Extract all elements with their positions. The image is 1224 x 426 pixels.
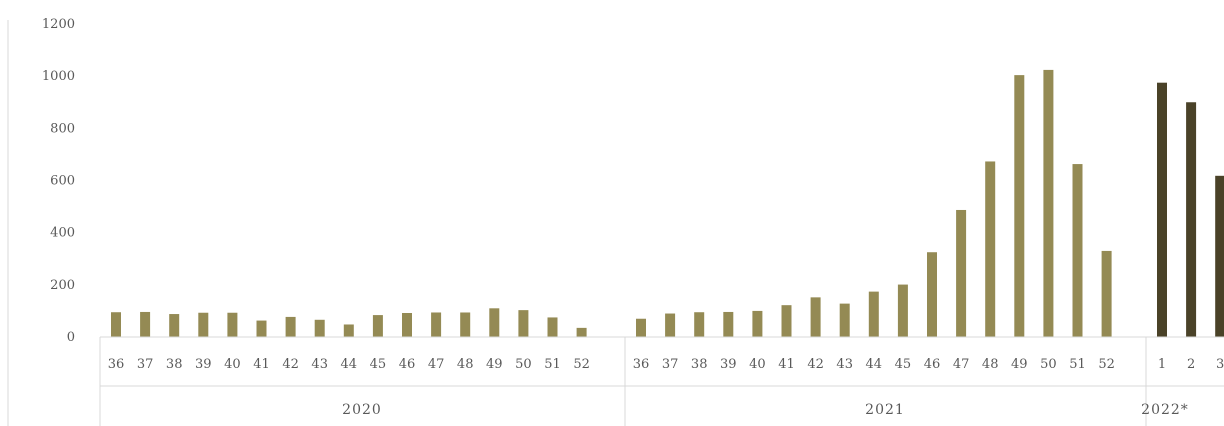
x-tick-label: 52 (1098, 357, 1115, 372)
bar (927, 252, 937, 337)
x-tick-label: 46 (399, 357, 416, 372)
x-tick-label: 48 (457, 357, 474, 372)
bar (956, 209, 967, 337)
x-tick-label: 41 (253, 357, 270, 372)
x-tick-label: 52 (573, 357, 590, 372)
x-tick-label: 39 (195, 357, 212, 372)
x-tick-label: 38 (691, 357, 708, 372)
x-group-label: 2020 (342, 402, 382, 418)
y-tick-label: 0 (67, 330, 75, 345)
bar (897, 284, 908, 337)
y-tick-label: 800 (50, 121, 75, 136)
x-tick-label: 39 (720, 357, 737, 372)
x-axis: 36 37 38 39 40 41 42 43 44 45 46 47 48 49 50 51 52 2020 36… (99, 336, 1224, 426)
bar (431, 312, 442, 337)
bar (1072, 164, 1083, 337)
bar (810, 297, 821, 337)
x-tick-label: 51 (544, 357, 561, 372)
bars (111, 69, 1224, 337)
bar (694, 312, 705, 337)
x-tick-label: 42 (282, 357, 299, 372)
x-group-label: 2022* (1141, 402, 1189, 418)
x-tick-label: 51 (1069, 357, 1086, 372)
bar (402, 313, 412, 337)
x-tick-label: 48 (982, 357, 999, 372)
y-tick-label: 1200 (42, 17, 75, 32)
x-tick-label: 50 (515, 357, 532, 372)
x-tick-label: 45 (895, 357, 912, 372)
x-tick-label: 47 (428, 357, 445, 372)
bar (839, 303, 850, 337)
y-tick-label: 400 (50, 226, 75, 241)
x-tick-label: 40 (749, 357, 766, 372)
bar (372, 315, 383, 337)
bar (227, 312, 238, 337)
bar (460, 312, 471, 337)
bar (868, 291, 879, 337)
x-tick-label: 44 (341, 357, 358, 372)
x-tick-label: 45 (370, 357, 387, 372)
x-tick-label: 36 (633, 357, 650, 372)
y-tick-label: 600 (50, 174, 75, 189)
bar (1186, 102, 1197, 337)
x-tick-label: 37 (137, 357, 154, 372)
bar (752, 310, 763, 337)
bar (665, 313, 676, 337)
x-tick-label: 1 (1158, 357, 1166, 372)
x-tick-label: 38 (166, 357, 183, 372)
x-tick-label: 49 (1011, 357, 1028, 372)
bar (1101, 250, 1112, 337)
bar (636, 318, 646, 337)
bar (518, 310, 529, 337)
x-tick-label: 44 (866, 357, 883, 372)
x-tick-label: 43 (311, 357, 328, 372)
bar (314, 319, 325, 337)
bar (489, 308, 500, 337)
bar (256, 320, 267, 337)
bar (1014, 75, 1025, 337)
y-tick-label: 1000 (42, 69, 75, 84)
bar (111, 312, 121, 337)
bar (1215, 175, 1224, 337)
x-tick-label: 46 (924, 357, 941, 372)
x-tick-label: 49 (486, 357, 503, 372)
x-tick-label: 3 (1216, 357, 1224, 372)
x-group-label: 2021 (865, 402, 905, 418)
x-tick-label: 2 (1187, 357, 1195, 372)
bar (198, 312, 209, 337)
x-tick-label: 40 (224, 357, 241, 372)
bar (547, 317, 558, 337)
bar (781, 305, 792, 337)
y-axis: 0 200 400 600 800 1000 1200 (7, 17, 75, 426)
x-tick-label: 47 (953, 357, 970, 372)
bar (285, 316, 296, 337)
bar (1157, 82, 1167, 337)
x-tick-label: 37 (662, 357, 679, 372)
bar (343, 324, 354, 337)
x-tick-label: 43 (836, 357, 853, 372)
bar (723, 311, 734, 337)
bar (1043, 69, 1054, 337)
x-tick-label: 50 (1040, 357, 1057, 372)
bar (985, 161, 996, 337)
x-tick-label: 36 (108, 357, 125, 372)
y-tick-label: 200 (50, 278, 75, 293)
bar (576, 327, 587, 337)
bar (169, 314, 180, 337)
bar (140, 311, 151, 337)
x-tick-label: 41 (778, 357, 795, 372)
x-tick-label: 42 (807, 357, 824, 372)
